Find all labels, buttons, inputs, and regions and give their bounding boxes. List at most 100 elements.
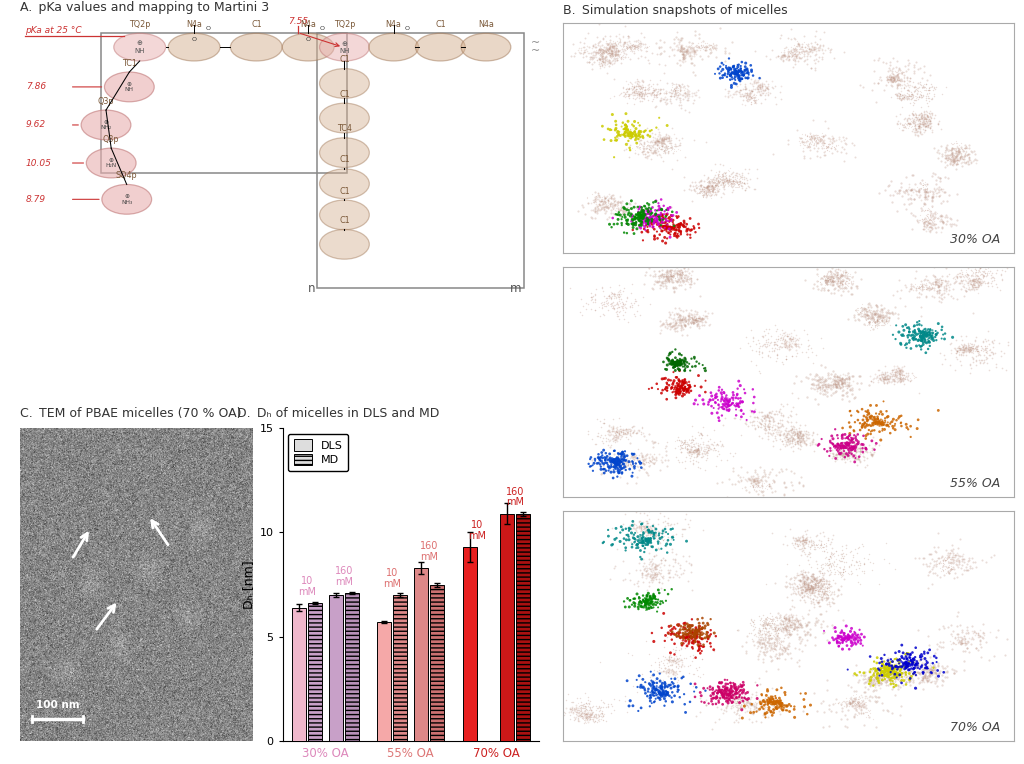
Point [819,386,836,398]
Point [799,536,815,548]
Point [621,82,637,94]
Point [607,458,624,470]
Point [786,45,803,57]
Point [670,655,686,667]
Point [884,67,900,79]
Point [894,660,910,672]
Point [669,39,685,51]
Point [587,202,603,214]
Point [827,452,844,465]
Point [764,610,780,622]
Point [663,656,679,668]
Point [874,658,891,670]
Point [639,529,655,541]
Point [862,665,879,678]
Point [877,374,893,386]
Point [701,38,718,50]
Point [980,280,996,292]
Point [758,613,774,625]
Point [827,545,844,557]
Point [643,526,659,538]
Point [616,125,633,138]
Point [919,113,935,125]
Point [692,629,709,641]
Point [773,613,790,626]
Point [683,316,699,329]
Point [626,296,642,309]
Point [939,144,955,156]
Point [778,619,795,631]
Point [627,456,643,468]
Point [769,348,785,360]
Point [865,323,882,335]
Point [569,706,586,718]
Point [668,555,684,568]
Point [891,668,907,681]
Point [787,532,804,544]
Point [761,338,777,351]
Point [919,116,935,128]
Point [638,535,654,547]
Point [921,111,937,123]
Point [735,676,752,688]
Point [901,667,918,679]
Point [889,74,905,86]
Point [831,277,848,290]
Point [811,567,827,579]
Point [896,373,912,385]
Point [772,433,788,445]
Point [674,267,690,280]
Point [631,221,647,233]
Point [819,582,836,594]
Point [668,81,684,93]
Point [660,655,677,667]
Point [879,663,895,675]
Point [795,43,811,55]
Point [581,708,597,720]
Point [668,356,684,368]
Point [977,267,993,280]
Point [957,146,974,158]
Point [814,383,830,395]
Point [799,42,815,54]
Point [707,43,723,55]
Point [872,668,889,681]
Point [600,701,616,714]
Point [911,325,928,338]
Point [645,91,662,103]
Point [790,431,806,443]
Point [759,81,775,93]
Point [813,584,829,597]
Point [721,688,737,701]
Point [729,702,745,714]
Point [602,49,618,61]
Point [716,403,732,415]
Point [602,40,618,52]
Point [799,38,815,50]
Point [656,132,673,144]
Point [657,222,674,235]
Point [889,661,905,673]
Point [604,49,621,61]
Point [694,393,711,406]
Point [608,134,625,146]
Point [676,630,692,643]
Point [662,201,678,213]
Point [700,398,717,410]
Point [641,211,657,223]
Point [602,44,618,56]
Point [687,626,703,639]
Point [768,426,784,439]
Point [818,380,835,393]
Point [652,564,669,576]
Point [896,652,912,665]
Point [674,46,690,58]
Point [802,579,818,591]
Point [936,569,952,581]
Point [820,274,837,286]
Point [653,47,670,59]
Point [907,659,924,672]
Point [582,709,598,721]
Point [761,698,777,710]
Point [594,286,610,298]
